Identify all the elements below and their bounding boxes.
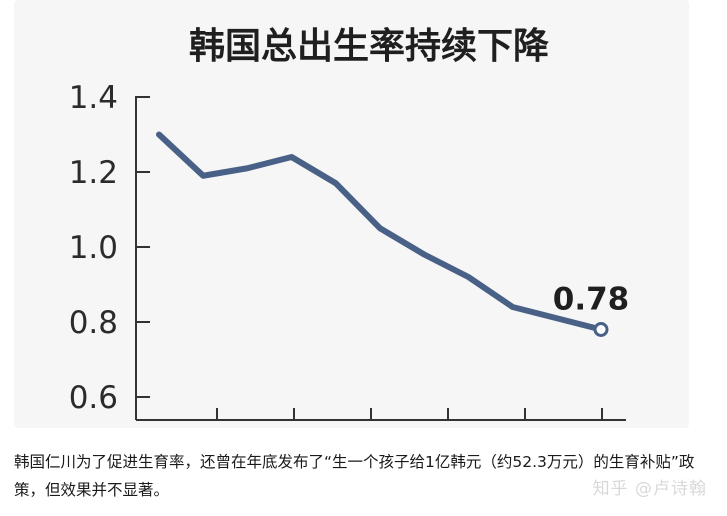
y-ticks-group: 1.4 1.2 1.0 0.8 0.6 — [69, 80, 150, 416]
caption-text: 韩国仁川为了促进生育率，还曾在年底发布了“生一个孩子给1亿韩元（约52.3万元）… — [14, 453, 695, 499]
y-tick-label: 1.2 — [69, 155, 118, 191]
end-value-label: 0.78 — [553, 282, 630, 318]
line-chart: 韩国总出生率持续下降 1.4 1.2 1.0 0.8 0.6 0.78 — [69, 26, 630, 421]
chart-figure: 韩国总出生率持续下降 1.4 1.2 1.0 0.8 0.6 0.78 — [14, 0, 689, 428]
chart-title: 韩国总出生率持续下降 — [189, 26, 549, 67]
y-tick-label: 0.8 — [69, 305, 118, 341]
x-ticks-group — [216, 408, 603, 420]
data-point — [593, 322, 609, 337]
y-tick-label: 0.6 — [69, 380, 118, 416]
fertility-rate-line — [156, 131, 604, 333]
watermark: 知乎 @卢诗翰 — [592, 479, 707, 499]
data-points-group — [593, 322, 609, 337]
y-tick-label: 1.0 — [69, 230, 118, 266]
y-tick-label: 1.4 — [69, 80, 118, 116]
